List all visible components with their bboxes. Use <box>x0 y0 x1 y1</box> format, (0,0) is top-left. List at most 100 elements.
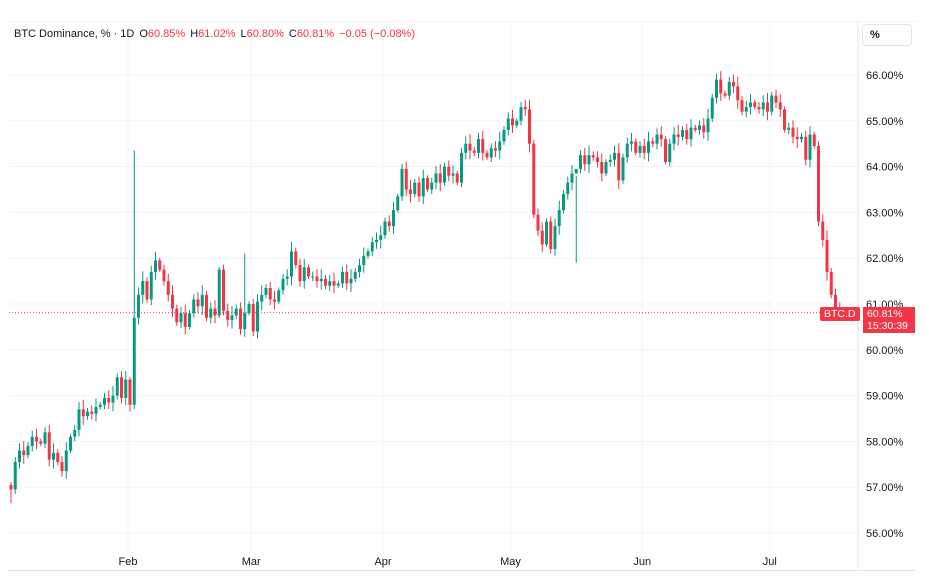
candle-body <box>804 136 808 160</box>
candle-body <box>549 221 553 250</box>
candle-body <box>115 377 119 396</box>
candle-body <box>47 432 51 460</box>
candle-body <box>9 484 13 490</box>
candle-body <box>791 127 795 137</box>
candle-body <box>757 107 761 110</box>
candle-body <box>579 155 582 169</box>
candle-body <box>81 409 85 417</box>
legend-close-label: C <box>288 28 297 40</box>
candle-body <box>209 308 213 318</box>
candle-body <box>740 100 744 112</box>
candle-body <box>621 157 625 181</box>
candle-body <box>409 189 412 195</box>
candle-body <box>162 269 166 282</box>
candle-body <box>132 317 136 405</box>
candle-body <box>706 118 710 133</box>
candle-body <box>226 310 230 321</box>
candle-body <box>600 162 604 174</box>
y-tick-label: 65.00% <box>866 116 904 128</box>
legend-change-value: −0.05 (−0.08%) <box>339 28 416 40</box>
x-tick-label: May <box>500 556 521 568</box>
candle-body <box>800 136 803 140</box>
x-tick-label: Feb <box>119 556 138 568</box>
candle-body <box>770 95 774 112</box>
candle-body <box>86 411 89 417</box>
candle-body <box>753 102 757 108</box>
candle-body <box>676 134 680 137</box>
legend-low-label: L <box>240 28 247 40</box>
candle-body <box>353 271 357 279</box>
candle-body <box>681 129 684 137</box>
candle-body <box>477 139 480 153</box>
y-tick-label: 58.00% <box>866 436 904 448</box>
legend-open-label: O <box>139 28 148 40</box>
candle-body <box>277 290 281 302</box>
candle-body <box>22 450 26 456</box>
candle-body <box>719 79 723 94</box>
candle-body <box>634 141 638 153</box>
candle-body <box>613 152 616 160</box>
candle-body <box>783 109 786 130</box>
candle-body <box>727 81 731 96</box>
candle-body <box>562 194 565 211</box>
candle-body <box>502 129 506 142</box>
candle-body <box>693 127 697 130</box>
candle-body <box>358 265 361 272</box>
candle-body <box>362 255 366 266</box>
candle-body <box>570 173 574 183</box>
candle-body <box>400 168 404 197</box>
candle-body <box>574 168 578 174</box>
candle-body <box>77 409 81 430</box>
candle-body <box>294 251 298 266</box>
candle-body <box>545 221 548 245</box>
candle-body <box>766 102 769 112</box>
candle-body <box>515 120 519 126</box>
candle-body <box>196 299 200 307</box>
candle-body <box>90 411 94 414</box>
candle-body <box>64 450 68 472</box>
chart-frame <box>8 21 916 571</box>
candle-body <box>774 95 778 103</box>
candle-body <box>485 152 489 158</box>
candle-body <box>375 239 378 243</box>
y-tick-label: 63.00% <box>866 207 904 219</box>
price-scale-unit-button[interactable]: % <box>862 24 912 46</box>
candle-body <box>56 452 60 463</box>
candle-body <box>18 450 21 463</box>
candle-body <box>451 173 455 176</box>
candle-body <box>672 134 676 144</box>
candle-body <box>808 134 812 160</box>
candle-body <box>647 141 650 153</box>
candle-body <box>111 395 115 403</box>
candle-body <box>311 276 315 278</box>
candle-body <box>460 152 463 183</box>
candle-body <box>481 139 485 153</box>
candle-body <box>540 230 544 245</box>
last-price-tag: 60.81% 15:30:39 <box>863 307 915 333</box>
candle-body <box>141 281 145 295</box>
candle-body <box>188 313 191 327</box>
candle-body <box>498 141 502 151</box>
legend-interval[interactable]: 1D <box>120 28 135 40</box>
candle-body <box>332 281 336 286</box>
candle-body <box>171 294 174 309</box>
candle-body <box>387 221 391 227</box>
candle-body <box>13 462 17 490</box>
x-tick-label: Apr <box>374 556 391 568</box>
y-tick-label: 66.00% <box>866 70 904 82</box>
candle-body <box>761 102 765 110</box>
candle-body <box>35 436 38 442</box>
candle-body <box>370 242 374 252</box>
candle-body <box>596 157 599 163</box>
y-tick-label: 57.00% <box>866 482 904 494</box>
legend-symbol[interactable]: BTC Dominance, % <box>14 28 111 40</box>
candle-body <box>98 404 102 408</box>
candle-body <box>222 269 225 311</box>
symbol-badge: BTC.D <box>820 307 860 321</box>
candle-body <box>642 145 646 153</box>
y-tick-label: 59.00% <box>866 391 904 403</box>
y-tick-label: 60.00% <box>866 345 904 357</box>
candle-body <box>604 162 608 174</box>
candle-body <box>302 267 306 282</box>
